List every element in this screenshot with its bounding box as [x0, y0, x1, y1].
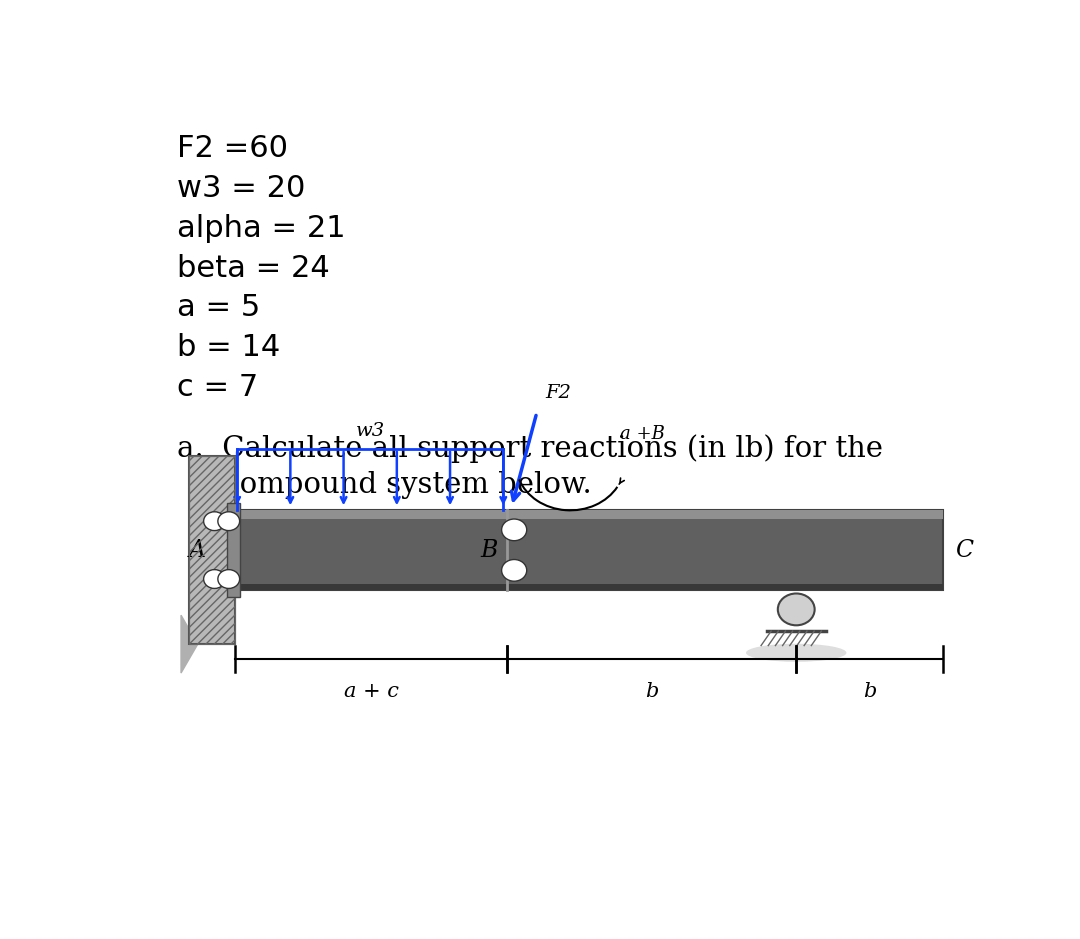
Text: c = 7: c = 7 [177, 373, 258, 402]
Bar [235, 510, 943, 590]
Text: w3 = 20: w3 = 20 [177, 174, 306, 203]
Text: beta = 24: beta = 24 [177, 254, 329, 283]
Circle shape [778, 593, 814, 625]
Text: b: b [645, 683, 659, 701]
Bar [235, 584, 943, 590]
Circle shape [218, 512, 240, 531]
Bar [189, 456, 235, 644]
Text: b = 14: b = 14 [177, 333, 280, 362]
Circle shape [204, 512, 226, 531]
Text: w3: w3 [355, 423, 384, 440]
Circle shape [501, 519, 527, 541]
Text: B: B [480, 539, 498, 562]
Circle shape [218, 570, 240, 589]
Polygon shape [181, 615, 198, 673]
Text: a.  Calculate all support reactions (in lb) for the: a. Calculate all support reactions (in l… [177, 435, 882, 463]
Bar [189, 456, 235, 644]
Text: F2: F2 [545, 384, 571, 402]
Text: F2 =60: F2 =60 [177, 134, 288, 163]
Ellipse shape [746, 644, 847, 662]
Text: compound system below.: compound system below. [177, 470, 592, 499]
Text: a + c: a + c [343, 683, 399, 701]
Text: a = 5: a = 5 [177, 293, 260, 322]
Text: a +B: a +B [620, 425, 665, 443]
Text: alpha = 21: alpha = 21 [177, 214, 346, 243]
Text: C: C [956, 539, 973, 562]
Text: b: b [863, 683, 876, 701]
Circle shape [501, 560, 527, 581]
Circle shape [204, 570, 226, 589]
Bar [235, 510, 943, 519]
Bar [227, 503, 240, 597]
Text: A: A [189, 539, 206, 562]
